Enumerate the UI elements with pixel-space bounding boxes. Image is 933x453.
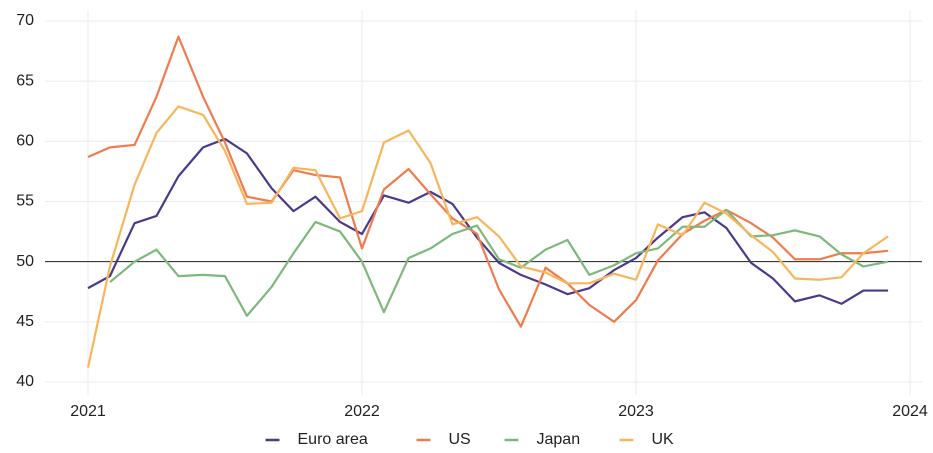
- y-tick-label: 40: [16, 373, 34, 390]
- series-line: [87, 35, 889, 328]
- legend-label: US: [449, 431, 471, 448]
- y-tick-label: 70: [16, 12, 34, 29]
- legend-label: Euro area: [298, 431, 368, 448]
- x-tick-label: 2022: [344, 403, 380, 420]
- series-line: [86, 105, 889, 368]
- y-tick-label: 45: [16, 313, 34, 330]
- y-tick-label: 50: [16, 253, 34, 270]
- series-line: [109, 208, 889, 317]
- y-tick-label: 60: [16, 133, 34, 150]
- y-tick-label: 55: [16, 193, 34, 210]
- x-tick-label: 2023: [618, 403, 654, 420]
- legend-label: Japan: [537, 431, 581, 448]
- x-tick-label: 2021: [70, 403, 106, 420]
- series-line: [87, 137, 889, 305]
- y-tick-label: 65: [16, 72, 34, 89]
- x-tick-label: 2024: [892, 403, 928, 420]
- legend-label: UK: [652, 431, 675, 448]
